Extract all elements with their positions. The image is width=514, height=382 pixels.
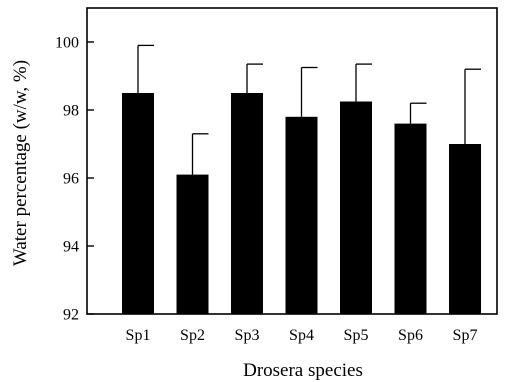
bar-sp7 [449,144,481,314]
x-axis: Sp1 Sp2 Sp3 Sp4 Sp5 Sp6 Sp7 [126,327,478,344]
y-tick-label: 98 [63,103,79,120]
bar-sp6 [394,123,427,314]
y-axis: 92 94 96 98 100 [55,35,94,324]
y-tick-label: 94 [63,239,79,256]
y-tick-label: 96 [63,171,79,188]
x-tick-label: Sp2 [180,327,205,344]
x-tick-label: Sp1 [126,327,151,344]
bar-sp5 [340,101,372,314]
bar-sp3 [231,93,263,314]
x-tick-label: Sp4 [289,327,314,344]
bars [122,93,481,314]
x-tick-label: Sp5 [344,327,369,344]
x-tick-label: Sp3 [235,327,260,344]
x-axis-title: Drosera species [243,360,363,381]
x-tick-label: Sp6 [398,327,423,344]
bar-sp4 [285,116,318,314]
bar-sp2 [176,174,209,314]
y-tick-label: 92 [63,307,79,324]
y-axis-title: Water percentage (w/w, %) [10,60,31,266]
y-tick-label: 100 [55,35,79,52]
bar-sp1 [122,93,154,314]
error-bars [137,44,481,175]
x-tick-label: Sp7 [453,327,478,344]
